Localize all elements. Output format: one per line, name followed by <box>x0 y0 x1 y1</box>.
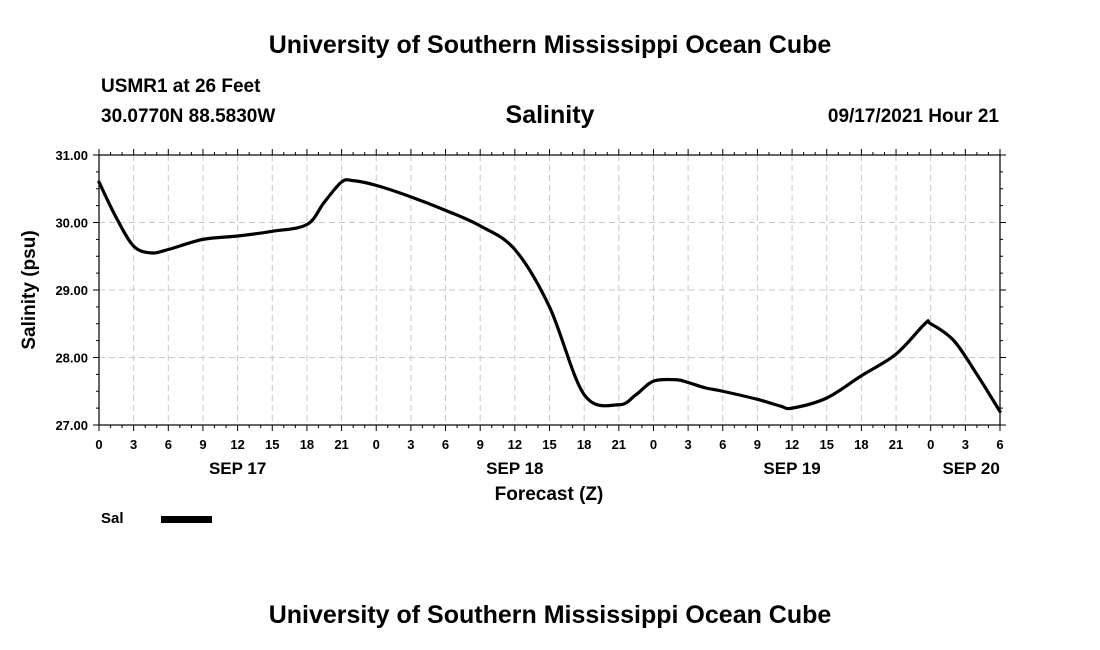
y-tick-label: 31.00 <box>55 148 88 163</box>
date-label: SEP 19 <box>763 459 820 478</box>
x-tick-label: 12 <box>508 437 522 452</box>
y-axis-label: Salinity (psu) <box>19 230 40 349</box>
x-tick-label: 18 <box>577 437 591 452</box>
x-tick-label: 9 <box>477 437 484 452</box>
x-tick-label: 21 <box>334 437 348 452</box>
x-tick-label: 15 <box>542 437 556 452</box>
forecast-datetime: 09/17/2021 Hour 21 <box>827 106 999 127</box>
variable-title: Salinity <box>505 101 595 129</box>
x-tick-label: 3 <box>684 437 691 452</box>
x-tick-label: 6 <box>442 437 449 452</box>
x-tick-label: 6 <box>996 437 1003 452</box>
x-tick-label: 0 <box>927 437 934 452</box>
x-tick-label: 12 <box>230 437 244 452</box>
y-tick-label: 29.00 <box>55 283 88 298</box>
x-tick-label: 9 <box>199 437 206 452</box>
station-label: USMR1 at 26 Feet <box>101 76 261 97</box>
x-tick-label: 12 <box>785 437 799 452</box>
x-tick-label: 18 <box>300 437 314 452</box>
legend-label: Sal <box>101 510 124 527</box>
x-tick-label: 21 <box>889 437 903 452</box>
x-tick-label: 0 <box>95 437 102 452</box>
x-tick-label: 15 <box>819 437 833 452</box>
series-line-sal <box>97 178 1002 414</box>
y-tick-label: 28.00 <box>55 351 88 366</box>
bottom-title: University of Southern Mississippi Ocean… <box>268 601 832 629</box>
x-tick-label: 21 <box>612 437 626 452</box>
date-label: SEP 17 <box>209 459 266 478</box>
x-tick-label: 9 <box>754 437 761 452</box>
plot-frame <box>98 154 1001 426</box>
legend-swatch <box>161 516 212 523</box>
date-label: SEP 20 <box>942 459 999 478</box>
x-tick-label: 6 <box>719 437 726 452</box>
grid-layer <box>99 155 1000 425</box>
station-coords: 30.0770N 88.5830W <box>101 106 276 127</box>
x-tick-label: 6 <box>165 437 172 452</box>
x-tick-label: 3 <box>130 437 137 452</box>
y-tick-label: 27.00 <box>55 418 88 433</box>
x-tick-label: 15 <box>265 437 279 452</box>
x-axis-label: Forecast (Z) <box>495 484 604 505</box>
x-tick-label: 18 <box>854 437 868 452</box>
tick-layer <box>93 149 1006 431</box>
x-tick-label: 3 <box>962 437 969 452</box>
label-layer: 27.00 28.00 29.00 30.00 31.00 0 3 6 9 12 15 18 21 0 3 6… <box>55 148 1003 478</box>
top-title: University of Southern Mississippi Ocean… <box>268 31 832 59</box>
date-label: SEP 18 <box>486 459 543 478</box>
y-tick-label: 30.00 <box>55 216 88 231</box>
x-tick-label: 0 <box>373 437 380 452</box>
x-tick-label: 3 <box>407 437 414 452</box>
x-tick-label: 0 <box>650 437 657 452</box>
